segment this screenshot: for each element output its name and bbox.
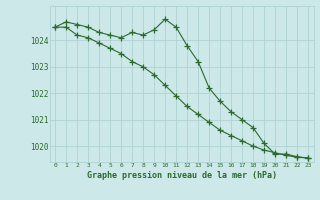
X-axis label: Graphe pression niveau de la mer (hPa): Graphe pression niveau de la mer (hPa) xyxy=(87,171,276,180)
